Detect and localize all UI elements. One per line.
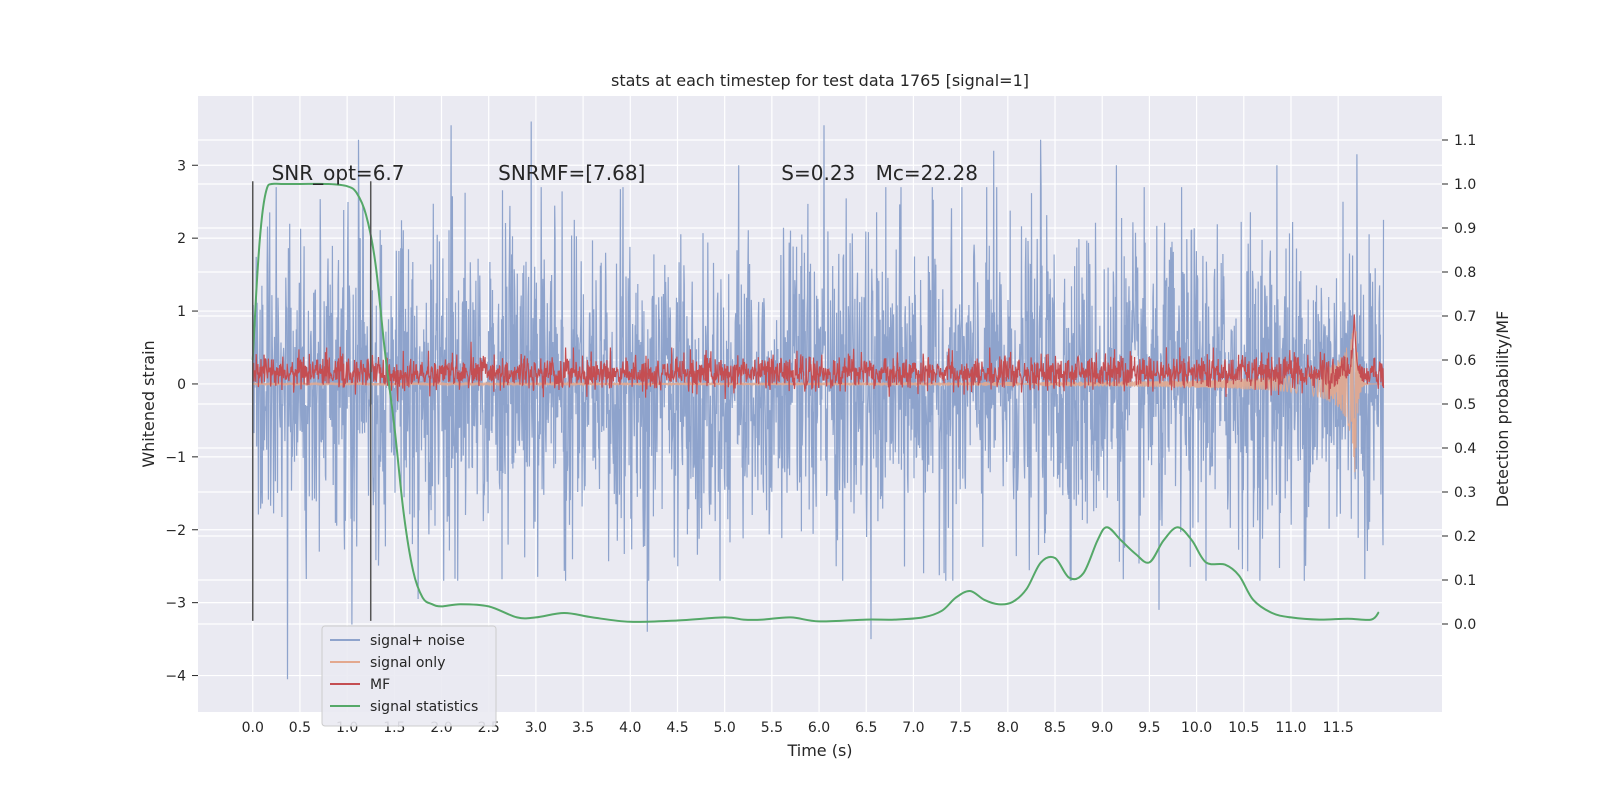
y2-axis-label: Detection probability/MF: [1493, 311, 1512, 508]
y2-tick-label: 0.1: [1454, 573, 1476, 589]
legend-box: [321, 625, 497, 727]
x-tick-label: 4.0: [619, 720, 641, 736]
legend-entry: signal+ noise: [370, 633, 465, 649]
x-tick-label: 5.5: [761, 720, 783, 736]
y-tick-label: 0: [177, 377, 186, 393]
y-tick-label: 3: [177, 158, 186, 174]
y-axis-ticks: 3 2 1 0 −1 −2 −3 −4: [165, 158, 198, 685]
annotation-text: SNR_opt=6.7: [272, 161, 405, 185]
x-tick-label: 7.0: [902, 720, 924, 736]
annotation-text: Mc=22.28: [876, 161, 978, 185]
annotations: SNR_opt=6.7 SNRMF=[7.68] S=0.23 Mc=22.28: [272, 161, 978, 185]
y2-tick-label: 0.2: [1454, 529, 1476, 545]
legend-entry: signal statistics: [370, 699, 478, 715]
x-tick-label: 4.5: [666, 720, 688, 736]
x-tick-label: 11.0: [1275, 720, 1306, 736]
x-tick-label: 11.5: [1323, 720, 1354, 736]
y2-tick-label: 0.6: [1454, 353, 1476, 369]
x-tick-label: 10.0: [1181, 720, 1212, 736]
legend-entry: MF: [370, 677, 390, 693]
x-tick-label: 5.0: [714, 720, 736, 736]
x-tick-label: 0.5: [289, 720, 311, 736]
legend: signal+ noise signal only MF signal statist…: [321, 625, 497, 727]
y2-tick-label: 0.5: [1454, 397, 1476, 413]
y-tick-label: −4: [165, 669, 186, 685]
x-tick-label: 0.0: [242, 720, 264, 736]
x-tick-label: 3.0: [525, 720, 547, 736]
x-tick-label: 10.5: [1228, 720, 1259, 736]
y2-tick-label: 0.4: [1454, 441, 1476, 457]
y2-tick-label: 1.0: [1454, 177, 1476, 193]
x-tick-label: 6.5: [855, 720, 877, 736]
y2-axis-ticks: 1.1 1.0 0.9 0.8 0.7 0.6 0.5 0.4 0.3 0.2 0.1 0.0: [1442, 133, 1476, 633]
x-tick-label: 6.0: [808, 720, 830, 736]
y2-tick-label: 0.8: [1454, 265, 1476, 281]
y2-tick-label: 0.7: [1454, 309, 1476, 325]
chart-title: stats at each timestep for test data 176…: [611, 71, 1029, 90]
x-axis-label: Time (s): [786, 741, 852, 760]
y-axis-label: Whitened strain: [139, 340, 158, 467]
series-signal-statistics-line: [251, 182, 1380, 623]
y2-tick-label: 0.9: [1454, 221, 1476, 237]
y2-tick-label: 1.1: [1454, 133, 1476, 149]
x-tick-label: 9.0: [1091, 720, 1113, 736]
y-tick-label: 1: [177, 304, 186, 320]
y2-tick-label: 0.0: [1454, 617, 1476, 633]
y-tick-label: −1: [165, 450, 186, 466]
series-layer: [251, 121, 1385, 680]
y-tick-label: −3: [165, 596, 186, 612]
vertical-markers: [251, 181, 372, 621]
y2-tick-label: 0.3: [1454, 485, 1476, 501]
y-tick-label: 2: [177, 231, 186, 247]
x-tick-label: 3.5: [572, 720, 594, 736]
annotation-text: SNRMF=[7.68]: [498, 161, 645, 185]
x-tick-label: 8.0: [997, 720, 1019, 736]
y-tick-label: −2: [165, 523, 186, 539]
annotation-text: S=0.23: [781, 161, 855, 185]
legend-entry: signal only: [370, 655, 445, 671]
x-tick-label: 8.5: [1044, 720, 1066, 736]
x-tick-label: 9.5: [1138, 720, 1160, 736]
series-signal-noise-line: [252, 121, 1385, 680]
series-mf-line: [252, 314, 1385, 402]
x-tick-label: 7.5: [950, 720, 972, 736]
